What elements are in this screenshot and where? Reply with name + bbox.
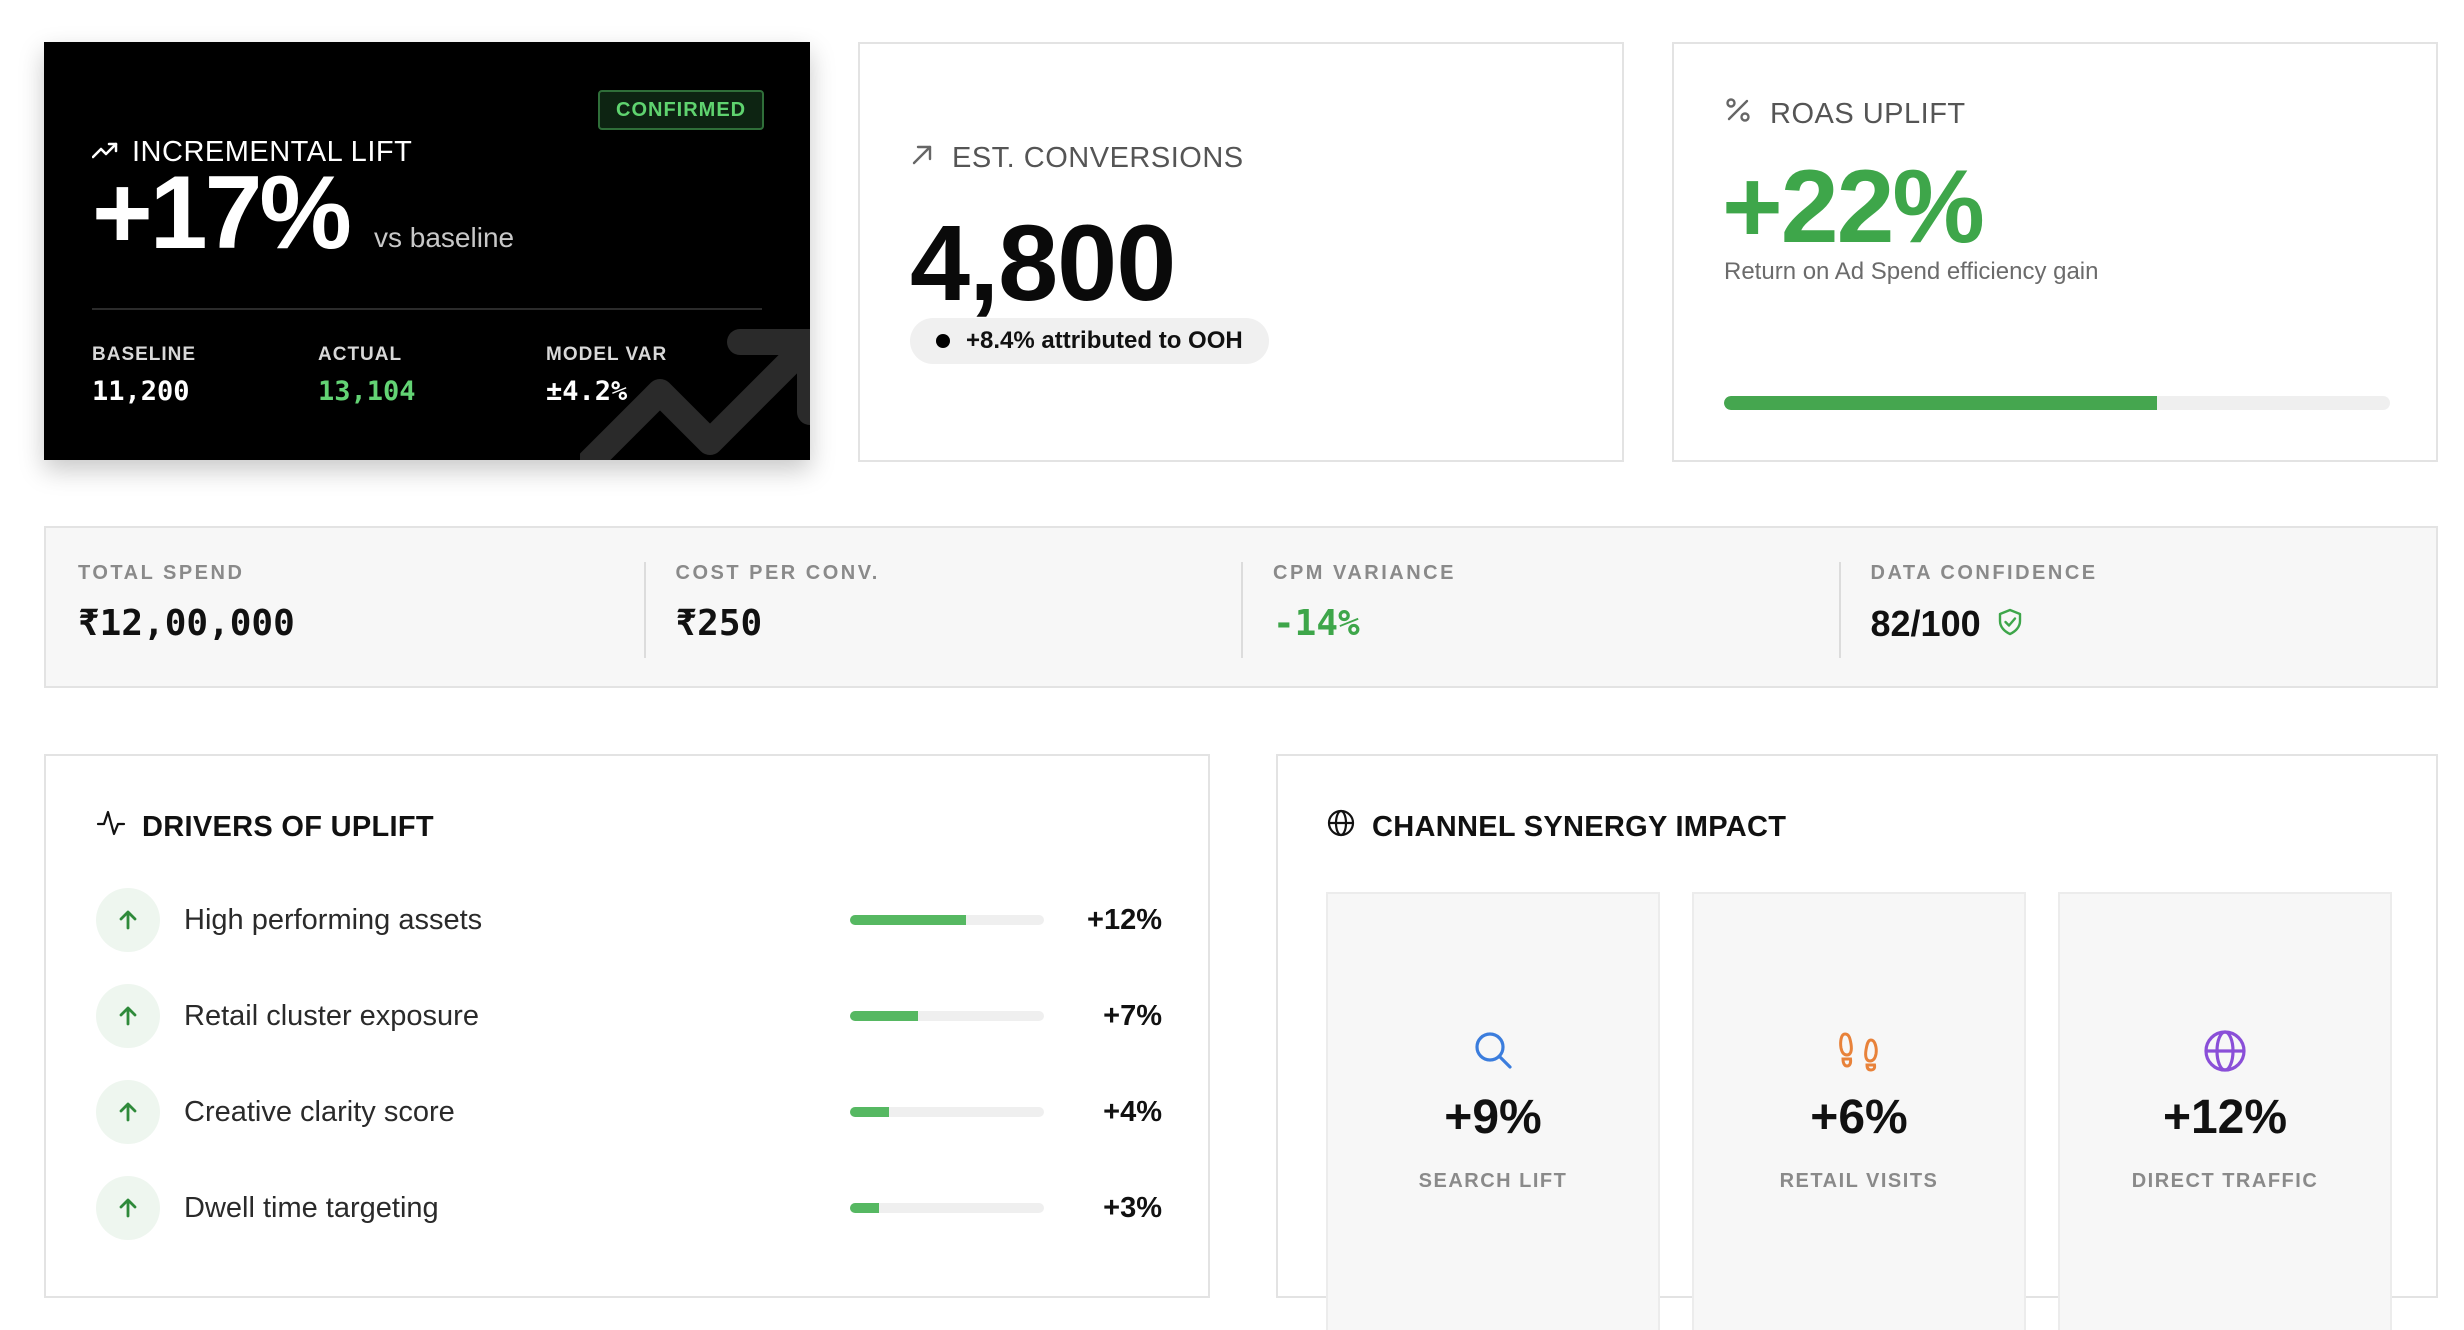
synergy-header: CHANNEL SYNERGY IMPACT bbox=[1326, 808, 1786, 846]
incremental-lift-card: INCREMENTAL LIFT CONFIRMED +17% vs basel… bbox=[44, 42, 810, 460]
driver-pct: +7% bbox=[1103, 999, 1162, 1032]
driver-bar-track bbox=[850, 1011, 1044, 1021]
driver-row: Retail cluster exposure +7% bbox=[96, 984, 1162, 1048]
conversions-value: 4,800 bbox=[910, 202, 1176, 323]
summary-total-spend-value: ₹12,00,000 bbox=[78, 603, 295, 644]
summary-cpm-variance-label: CPM VARIANCE bbox=[1273, 562, 1456, 584]
driver-pct: +3% bbox=[1103, 1191, 1162, 1224]
synergy-direct-label: DIRECT TRAFFIC bbox=[2131, 1170, 2319, 1192]
driver-pct: +4% bbox=[1103, 1095, 1162, 1128]
bullet-dot-icon bbox=[936, 334, 950, 348]
arrow-up-icon bbox=[96, 1080, 160, 1144]
ooh-attribution-pill: +8.4% attributed to OOH bbox=[910, 318, 1269, 364]
synergy-search-label: SEARCH LIFT bbox=[1418, 1170, 1568, 1192]
synergy-tile-search: +9% SEARCH LIFT bbox=[1326, 892, 1660, 1330]
driver-row: Creative clarity score +4% bbox=[96, 1080, 1162, 1144]
roas-progress-fill bbox=[1724, 396, 2157, 410]
summary-total-spend-label: TOTAL SPEND bbox=[78, 562, 245, 584]
conv-card-title: EST. CONVERSIONS bbox=[952, 142, 1244, 174]
activity-icon bbox=[96, 808, 126, 846]
summary-data-confidence-row: 82/100 bbox=[1871, 603, 2437, 645]
stat-baseline: BASELINE 11,200 bbox=[92, 344, 196, 407]
summary-total-spend: TOTAL SPEND ₹12,00,000 bbox=[46, 528, 644, 686]
trending-up-watermark-icon bbox=[577, 292, 810, 460]
roas-uplift-card: ROAS UPLIFT +22% Return on Ad Spend effi… bbox=[1672, 42, 2438, 462]
stat-actual-label: ACTUAL bbox=[318, 344, 403, 365]
lift-card-title: INCREMENTAL LIFT bbox=[132, 136, 413, 168]
stat-baseline-label: BASELINE bbox=[92, 344, 197, 365]
shield-check-icon bbox=[1997, 603, 2023, 645]
driver-row: Dwell time targeting +3% bbox=[96, 1176, 1162, 1240]
lift-card-header: INCREMENTAL LIFT bbox=[91, 136, 413, 169]
summary-cost-per-conv-value: ₹250 bbox=[675, 603, 763, 644]
roas-value: +22% bbox=[1722, 149, 1985, 265]
synergy-search-value: +9% bbox=[1444, 1091, 1542, 1144]
roas-subtitle: Return on Ad Spend efficiency gain bbox=[1724, 258, 2099, 285]
driver-name: Creative clarity score bbox=[184, 1095, 455, 1128]
stat-model-var: MODEL VAR ±4.2% bbox=[546, 344, 667, 407]
roas-card-header: ROAS UPLIFT bbox=[1724, 96, 1966, 132]
synergy-direct-value: +12% bbox=[2162, 1091, 2288, 1144]
driver-bar-fill bbox=[850, 1107, 889, 1117]
synergy-retail-label: RETAIL VISITS bbox=[1779, 1170, 1939, 1192]
stat-baseline-value: 11,200 bbox=[92, 376, 190, 407]
driver-name: Dwell time targeting bbox=[184, 1191, 439, 1224]
summary-data-confidence-label: DATA CONFIDENCE bbox=[1870, 562, 2098, 584]
stat-actual-value: 13,104 bbox=[318, 376, 416, 407]
globe-icon bbox=[2060, 1028, 2390, 1074]
lift-divider bbox=[92, 308, 762, 310]
drivers-of-uplift-card: DRIVERS OF UPLIFT High performing assets… bbox=[44, 754, 1210, 1298]
driver-bar-fill bbox=[850, 1203, 880, 1213]
drivers-header: DRIVERS OF UPLIFT bbox=[96, 808, 434, 846]
roas-card-title: ROAS UPLIFT bbox=[1770, 97, 1966, 130]
est-conversions-card: EST. CONVERSIONS 4,800 +8.4% attributed … bbox=[858, 42, 1624, 462]
lift-vs-baseline: vs baseline bbox=[374, 222, 515, 253]
driver-row: High performing assets +12% bbox=[96, 888, 1162, 952]
synergy-title: CHANNEL SYNERGY IMPACT bbox=[1372, 810, 1787, 843]
arrow-up-right-icon bbox=[910, 142, 934, 175]
conv-card-header: EST. CONVERSIONS bbox=[910, 142, 1244, 175]
stat-model-var-label: MODEL VAR bbox=[546, 344, 668, 365]
search-icon bbox=[1328, 1028, 1658, 1072]
summary-data-confidence-value: 82/100 bbox=[1870, 603, 1981, 644]
arrow-up-icon bbox=[96, 984, 160, 1048]
lift-value: +17% bbox=[92, 155, 352, 271]
summary-cost-per-conv: COST PER CONV. ₹250 bbox=[643, 528, 1242, 686]
drivers-title: DRIVERS OF UPLIFT bbox=[142, 810, 434, 843]
synergy-tile-retail: +6% RETAIL VISITS bbox=[1692, 892, 2026, 1330]
summary-cpm-variance-value: -14% bbox=[1273, 603, 1360, 644]
footprints-icon bbox=[1694, 1028, 2024, 1072]
driver-bar-track bbox=[850, 915, 1044, 925]
roas-progress-track bbox=[1724, 396, 2390, 410]
driver-name: Retail cluster exposure bbox=[184, 999, 479, 1032]
stat-actual: ACTUAL 13,104 bbox=[318, 344, 416, 407]
arrow-up-icon bbox=[96, 888, 160, 952]
synergy-retail-value: +6% bbox=[1810, 1091, 1908, 1144]
confirmed-badge: CONFIRMED bbox=[598, 90, 765, 130]
stat-model-var-value: ±4.2% bbox=[546, 376, 628, 407]
summary-metrics-strip: TOTAL SPEND ₹12,00,000 COST PER CONV. ₹2… bbox=[44, 526, 2438, 688]
driver-pct: +12% bbox=[1087, 903, 1162, 936]
trending-up-icon bbox=[91, 141, 118, 164]
synergy-tile-direct: +12% DIRECT TRAFFIC bbox=[2058, 892, 2392, 1330]
percent-icon bbox=[1724, 96, 1752, 132]
summary-cpm-variance: CPM VARIANCE -14% bbox=[1241, 528, 1839, 686]
driver-name: High performing assets bbox=[184, 903, 483, 936]
summary-data-confidence: DATA CONFIDENCE 82/100 bbox=[1838, 528, 2437, 686]
globe-outline-icon bbox=[1326, 808, 1356, 846]
channel-synergy-card: CHANNEL SYNERGY IMPACT +9% SEARCH LIFT +… bbox=[1276, 754, 2438, 1330]
driver-bar-track bbox=[850, 1203, 1044, 1213]
driver-bar-track bbox=[850, 1107, 1044, 1117]
ooh-attribution-text: +8.4% attributed to OOH bbox=[966, 327, 1243, 354]
arrow-up-icon bbox=[96, 1176, 160, 1240]
summary-cost-per-conv-label: COST PER CONV. bbox=[675, 562, 880, 584]
driver-bar-fill bbox=[850, 915, 967, 925]
driver-bar-fill bbox=[850, 1011, 918, 1021]
